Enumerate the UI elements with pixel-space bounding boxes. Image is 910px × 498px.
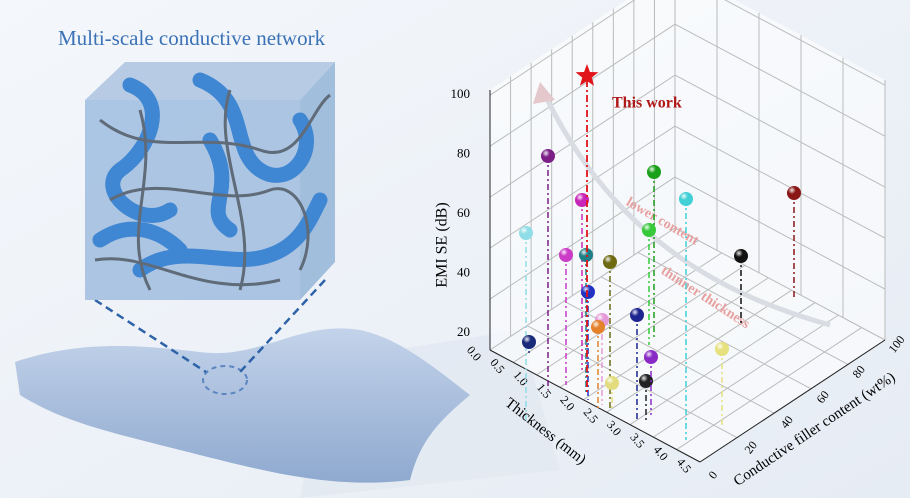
z-tick-label: 80 bbox=[457, 145, 470, 160]
z-tick-label: 40 bbox=[457, 264, 470, 279]
sphere-shine bbox=[541, 149, 555, 163]
sphere-shine bbox=[559, 248, 573, 262]
sphere-shine bbox=[734, 249, 748, 263]
z-tick-label: 100 bbox=[451, 86, 471, 101]
sphere-shine bbox=[715, 342, 729, 356]
sphere-shine bbox=[644, 350, 658, 364]
sphere-shine bbox=[647, 165, 661, 179]
cube bbox=[85, 62, 335, 300]
sphere-shine bbox=[642, 223, 656, 237]
sphere-shine bbox=[519, 226, 533, 240]
sphere-shine bbox=[679, 192, 693, 206]
sphere-shine bbox=[603, 255, 617, 269]
sphere-shine bbox=[591, 320, 605, 334]
sphere-shine bbox=[630, 308, 644, 322]
title: Multi-scale conductive network bbox=[58, 26, 326, 50]
sphere-shine bbox=[787, 186, 801, 200]
sphere-shine bbox=[581, 285, 595, 299]
sphere-shine bbox=[579, 248, 593, 262]
sphere-shine bbox=[605, 376, 619, 390]
z-axis-title: EMI SE (dB) bbox=[434, 202, 451, 287]
z-tick-label: 20 bbox=[457, 324, 470, 339]
z-tick-label: 60 bbox=[457, 205, 470, 220]
highlight-label: This work bbox=[612, 95, 682, 112]
figure: Multi-scale conductive network 20 40 60 80 1… bbox=[0, 0, 910, 498]
sphere-shine bbox=[522, 335, 536, 349]
